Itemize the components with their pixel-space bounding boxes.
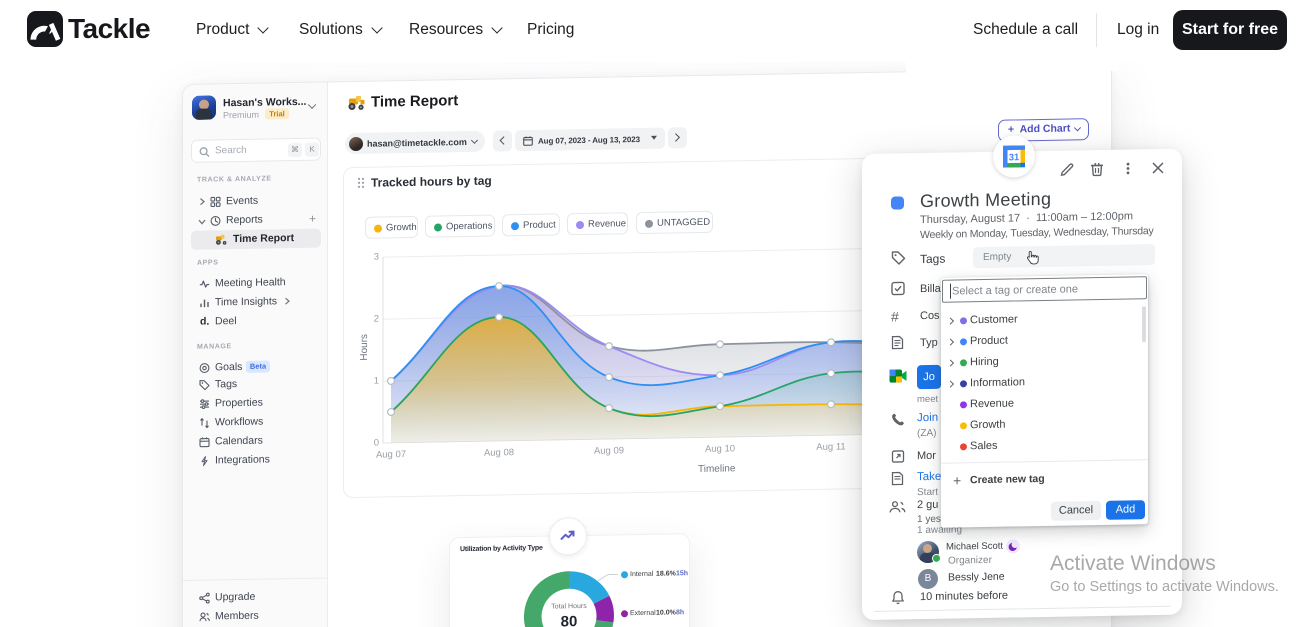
- svg-text:31: 31: [1009, 152, 1020, 163]
